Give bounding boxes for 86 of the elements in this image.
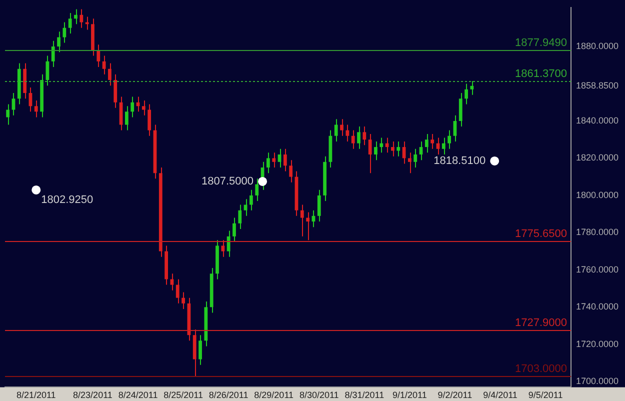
candlestick: [357, 126, 360, 150]
candlestick: [142, 100, 146, 116]
candlestick: [130, 96, 134, 118]
candlestick: [414, 148, 418, 168]
candlestick: [74, 8, 78, 25]
candlestick: [6, 104, 10, 126]
candlestick: [226, 230, 230, 258]
candlestick: [317, 189, 321, 222]
candlestick: [306, 212, 310, 241]
candlestick: [266, 152, 270, 174]
candlestick: [374, 140, 378, 161]
candlestick: [170, 273, 174, 291]
candlestick: [283, 148, 287, 172]
candlestick: [176, 278, 180, 304]
candlestick: [68, 12, 72, 34]
candlestick: [351, 130, 355, 150]
candlestick: [408, 152, 412, 174]
data-label: 1818.5100: [434, 155, 486, 168]
candlestick: [442, 137, 446, 155]
x-tick-label: 9/1/2011: [392, 390, 427, 400]
candlestick: [148, 104, 152, 136]
candlestick: [62, 22, 66, 44]
candlestick: [198, 334, 202, 366]
candlestick: [380, 137, 384, 154]
data-label: 1802.9250: [41, 194, 94, 206]
candlestick: [464, 83, 468, 105]
x-tick-label: 8/21/2011: [16, 390, 56, 400]
candlestick: [368, 134, 372, 174]
ref-line-label: 1775.6500: [515, 228, 567, 240]
x-tick-label: 8/24/2011: [118, 390, 158, 400]
x-tick-label: 8/29/2011: [254, 390, 294, 400]
ref-line-label: 1861.3700: [515, 68, 567, 80]
y-tick-label: 1840.0000: [576, 115, 619, 126]
candlestick: [362, 126, 366, 146]
candlestick: [34, 100, 38, 118]
candlestick: [346, 124, 350, 142]
candlestick: [334, 118, 338, 142]
x-tick-label: 9/4/2011: [483, 390, 518, 400]
x-tick-label: 8/25/2011: [164, 390, 203, 400]
x-tick-label: 8/23/2011: [73, 390, 112, 400]
candlestick: [272, 152, 276, 168]
candlestick: [124, 106, 128, 131]
y-tick-label: 1760.0000: [576, 264, 619, 274]
candlestick: [300, 204, 304, 237]
candlestick: [340, 118, 344, 136]
y-tick-label: 1700.0000: [576, 376, 619, 386]
candlestick: [114, 74, 118, 108]
y-tick-label: 1740.0000: [576, 302, 619, 312]
ref-line-label: 1727.9000: [515, 317, 567, 330]
candlestick: [51, 40, 55, 68]
candlestick: [232, 217, 236, 242]
candlestick: [289, 160, 293, 183]
y-tick-label: 1780.0000: [576, 227, 619, 238]
candlestick: [96, 44, 100, 68]
x-tick-label: 8/30/2011: [299, 390, 339, 400]
candlestick: [108, 62, 112, 86]
ref-line-label: 1703.0000: [515, 363, 567, 376]
candlestick: [396, 140, 400, 157]
y-tick-label: 1800.0000: [576, 190, 619, 200]
point: [258, 176, 268, 186]
ref-line-label: 1877.9490: [515, 37, 567, 50]
x-tick-label: 9/5/2011: [528, 390, 563, 400]
candlestick: [244, 198, 248, 216]
y-tick-label: 1820.0000: [576, 152, 619, 163]
candlestick: [250, 189, 253, 211]
candlestick: [182, 292, 185, 310]
y-tick-label: 1858.8500: [576, 80, 619, 90]
candlestick: [12, 92, 16, 116]
candlestick: [57, 31, 60, 53]
point: [490, 156, 500, 166]
candlestick: [255, 178, 259, 202]
candlestick: [238, 204, 242, 230]
candlestick: [430, 134, 434, 150]
point: [32, 185, 41, 194]
candlestick: [80, 8, 84, 28]
y-tick-label: 1720.0000: [576, 338, 619, 349]
candlestick: [391, 140, 394, 157]
x-tick-label: 8/31/2011: [344, 390, 384, 400]
x-tick-label: 9/2/2011: [438, 390, 472, 400]
candlestick: [424, 134, 428, 154]
x-tick-label: 8/26/2011: [208, 390, 248, 400]
candlestick: [458, 92, 462, 128]
candlestick: [221, 240, 225, 258]
data-label: 1807.5000: [202, 176, 254, 188]
candlestick: [448, 130, 452, 150]
y-tick-label: 1880.0000: [576, 40, 619, 51]
